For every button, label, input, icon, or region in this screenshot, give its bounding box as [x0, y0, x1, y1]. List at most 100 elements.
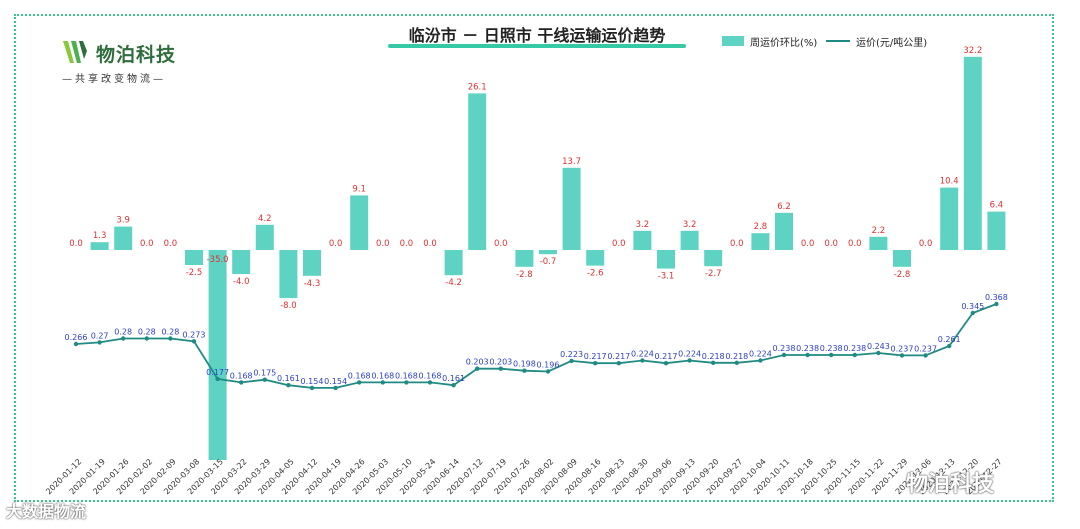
chart-frame — [14, 14, 1054, 502]
bar-series — [90, 56, 1006, 460]
line-label: 0.161 — [442, 374, 465, 383]
line-label: 0.217 — [607, 352, 630, 361]
bar-label: 3.9 — [116, 216, 130, 226]
line-point — [475, 366, 480, 371]
bar-2020-10-11 — [775, 212, 793, 250]
bar-2020-01-26 — [114, 226, 133, 250]
bar-2020-11-22 — [869, 236, 888, 250]
bar-label: 13.7 — [562, 157, 581, 167]
line-label: 0.27 — [91, 331, 109, 340]
line-point — [239, 380, 244, 385]
logo-name: 物泊科技 — [96, 44, 177, 66]
legend-line-swatch — [826, 40, 850, 42]
logo-w-icon — [63, 41, 87, 63]
bar-label: 4.2 — [258, 214, 272, 224]
line-point — [380, 380, 385, 385]
line-label: 0.237 — [891, 344, 914, 353]
bar-2020-11-29 — [893, 250, 911, 267]
line-label: 0.266 — [65, 333, 88, 342]
bar-label: -8.0 — [280, 301, 297, 311]
line-point — [262, 377, 267, 382]
line-label: 0.261 — [938, 335, 961, 344]
bar-label: -35.0 — [207, 255, 229, 265]
bar-2020-12-20 — [963, 56, 982, 250]
bar-label-group: 0.0 1.3 3.9 0.0 0.0 -2.5 -35.0 -4.0 4.2 -8.0 -4.3 0… — [69, 46, 1003, 311]
bar-label: 2.2 — [872, 226, 886, 236]
bar-label: 0.0 — [824, 239, 838, 249]
bar-2020-08-30 — [633, 230, 652, 250]
line-point — [286, 383, 291, 388]
line-point — [711, 360, 716, 365]
bar-label: 32.2 — [963, 46, 982, 56]
line-point — [191, 339, 197, 344]
line-label: 0.28 — [161, 328, 179, 337]
line-label: 0.238 — [843, 344, 866, 353]
line-point — [663, 361, 669, 366]
bar-label: 3.2 — [683, 220, 697, 230]
price-line — [75, 303, 997, 389]
line-point — [357, 380, 362, 385]
line-point — [734, 360, 739, 365]
line-point — [215, 376, 220, 382]
logo-slogan: —共享改变物流— — [62, 74, 166, 85]
bar-label: -2.8 — [516, 270, 533, 280]
line-label: 0.237 — [914, 344, 937, 353]
line-label: 0.203 — [489, 358, 512, 367]
line-label: 0.198 — [513, 360, 536, 369]
line-point — [97, 340, 102, 345]
line-label: 0.154 — [324, 377, 347, 386]
line-point — [427, 380, 433, 385]
line-label: 0.273 — [183, 330, 206, 339]
bar-label: 0.0 — [919, 239, 933, 249]
legend-item-bar[interactable]: 周运价环比(%) — [722, 34, 817, 49]
line-point — [923, 353, 928, 358]
line-point — [522, 368, 527, 373]
bar-2020-12-27 — [987, 211, 1006, 250]
bar-label: 3.2 — [636, 220, 650, 230]
bar-label: 0.0 — [69, 239, 83, 249]
bar-2020-03-29 — [255, 224, 274, 250]
bar-label: 0.0 — [730, 239, 744, 249]
line-point — [333, 385, 338, 391]
line-label: 0.177 — [206, 368, 229, 377]
bar-label: 0.0 — [494, 239, 508, 249]
watermark-right: 物泊科技 — [906, 472, 995, 497]
bar-2020-10-04 — [751, 233, 770, 250]
bar-2020-07-12 — [468, 93, 487, 251]
line-label: 0.196 — [537, 361, 560, 370]
bar-label: 0.0 — [612, 239, 626, 249]
bar-label: -4.2 — [445, 278, 462, 288]
bar-2020-01-19 — [90, 242, 109, 250]
line-point — [545, 369, 551, 374]
bar-label: 10.4 — [940, 177, 959, 187]
line-label: 0.345 — [961, 302, 984, 311]
bar-label: 0.0 — [423, 239, 437, 249]
legend-item-line[interactable]: 运价(元/吨公里) — [826, 34, 928, 49]
legend-line-label: 运价(元/吨公里) — [856, 37, 928, 49]
line-label: 0.28 — [114, 328, 132, 337]
line-point — [451, 383, 456, 388]
bar-2020-07-26 — [515, 250, 534, 267]
line-label: 0.161 — [277, 374, 300, 383]
line-point — [168, 336, 173, 341]
bar-2020-09-20 — [704, 250, 723, 267]
line-label: 0.238 — [796, 344, 819, 353]
bar-label: -2.8 — [894, 270, 911, 280]
line-point — [73, 341, 79, 347]
line-point — [994, 301, 999, 307]
line-point — [899, 353, 905, 358]
line-label: 0.238 — [773, 344, 796, 353]
bar-label: 6.2 — [777, 202, 791, 212]
bar-label: 0.0 — [329, 239, 343, 249]
bar-label: -4.3 — [304, 279, 321, 289]
line-point — [640, 358, 645, 363]
bar-label: -3.1 — [658, 272, 675, 282]
line-point — [616, 361, 621, 366]
bar-2020-04-12 — [303, 250, 321, 276]
legend-bar-swatch — [722, 36, 744, 46]
bar-label: 0.0 — [164, 239, 178, 249]
title-underline — [388, 44, 686, 48]
line-point — [309, 385, 315, 391]
